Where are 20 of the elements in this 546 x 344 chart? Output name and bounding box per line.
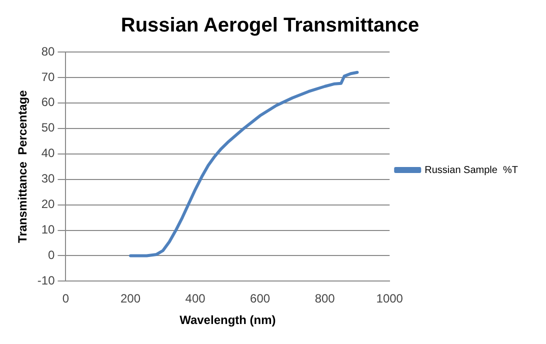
legend-label: Russian Sample %T <box>424 164 518 176</box>
y-tick-label: 50 <box>41 120 56 135</box>
y-axis-title: Transmittance Percentage <box>16 90 30 243</box>
y-tick-label: 70 <box>41 70 56 84</box>
x-tick-label: 200 <box>120 292 141 306</box>
y-tick-label: 60 <box>41 95 56 110</box>
y-tick-label: 20 <box>41 197 56 212</box>
y-tick-label: 30 <box>41 172 56 186</box>
y-tick-label: -10 <box>37 274 56 288</box>
x-tick-label: 1000 <box>376 292 404 306</box>
y-tick-label: 10 <box>41 222 56 237</box>
x-tick-label: 400 <box>185 292 206 306</box>
y-tick-label: 80 <box>41 44 56 58</box>
y-tick-label: 40 <box>41 146 56 160</box>
x-tick-label: 0 <box>62 292 70 306</box>
x-tick-label: 600 <box>250 292 270 306</box>
y-tick-label: 0 <box>48 248 56 262</box>
x-axis-title: Wavelength (nm) <box>180 313 276 328</box>
chart-title: Russian Aerogel Transmittance <box>120 14 420 37</box>
x-tick-label: 800 <box>314 292 336 306</box>
